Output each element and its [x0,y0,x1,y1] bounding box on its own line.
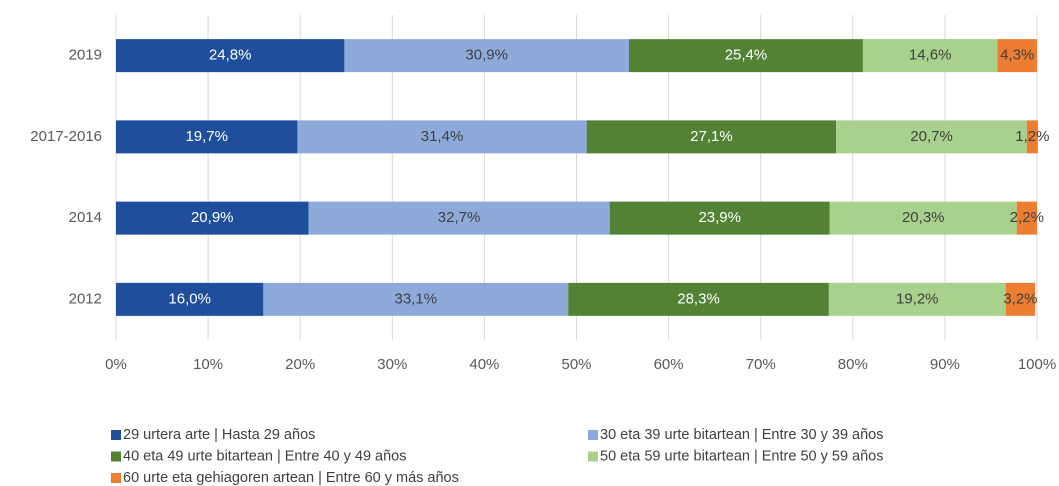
x-tick-label: 30% [377,356,407,373]
bar-segment [997,39,1037,73]
data-label: 14,6% [909,47,952,64]
x-tick-label: 70% [746,356,776,373]
data-label: 20,9% [191,209,234,226]
y-tick-label: 2014 [69,209,102,226]
bar-segment [609,201,830,235]
data-label: 23,9% [698,209,741,226]
legend-label: 40 eta 49 urte bitartean | Entre 40 y 49… [123,448,407,464]
legend-label: 50 eta 59 urte bitartean | Entre 50 y 59… [600,448,884,464]
legend-swatch [588,430,598,440]
x-tick-label: 20% [285,356,315,373]
data-label: 33,1% [395,290,438,307]
data-label: 28,3% [677,290,720,307]
data-label: 25,4% [725,47,768,64]
data-label: 3,2% [1003,290,1037,307]
bar-segment [263,282,569,316]
bar-segment [308,201,610,235]
data-label: 27,1% [690,128,733,145]
x-tick-label: 50% [561,356,591,373]
bar-segment [862,39,998,73]
bar-segment [628,39,863,73]
data-label: 19,2% [896,290,939,307]
data-label: 30,9% [465,47,508,64]
bar-segment [344,39,629,73]
data-label: 32,7% [438,209,481,226]
legend-swatch [111,430,121,440]
x-tick-label: 100% [1018,356,1056,373]
bar-segment [297,120,587,154]
legend-label: 30 eta 39 urte bitartean | Entre 30 y 39… [600,427,884,443]
data-label: 2,2% [1010,209,1044,226]
y-tick-label: 2012 [69,290,102,307]
x-tick-label: 40% [469,356,499,373]
bar-segment [1005,282,1036,316]
data-label: 1,2% [1015,128,1049,145]
bar-segment [1016,201,1037,235]
bar-segment [1026,120,1038,154]
x-tick-label: 0% [105,356,127,373]
legend-label: 29 urtera arte | Hasta 29 años [123,427,315,443]
data-label: 4,3% [1000,47,1034,64]
bar-segment [116,39,345,73]
bar-segment [116,282,264,316]
x-tick-label: 10% [193,356,223,373]
x-tick-label: 90% [930,356,960,373]
legend-swatch [588,451,598,462]
legend-swatch [111,473,121,483]
data-label: 20,7% [910,128,953,145]
x-tick-label: 80% [838,356,868,373]
data-label: 16,0% [168,290,211,307]
data-label: 19,7% [185,128,228,145]
data-label: 24,8% [209,47,252,64]
y-tick-label: 2017-2016 [30,128,102,145]
bar-segment [116,201,309,235]
bar-segment [568,282,829,316]
x-tick-label: 60% [654,356,684,373]
bar-segment [828,282,1006,316]
bar-segment [116,120,298,154]
bar-segment [586,120,837,154]
legend-label: 60 urte eta gehiagoren artean | Entre 60… [123,470,459,486]
bar-segment [829,201,1017,235]
legend-swatch [111,451,121,462]
y-tick-label: 2019 [69,47,102,64]
bar-segment [836,120,1027,154]
data-label: 31,4% [421,128,464,145]
data-label: 20,3% [902,209,945,226]
